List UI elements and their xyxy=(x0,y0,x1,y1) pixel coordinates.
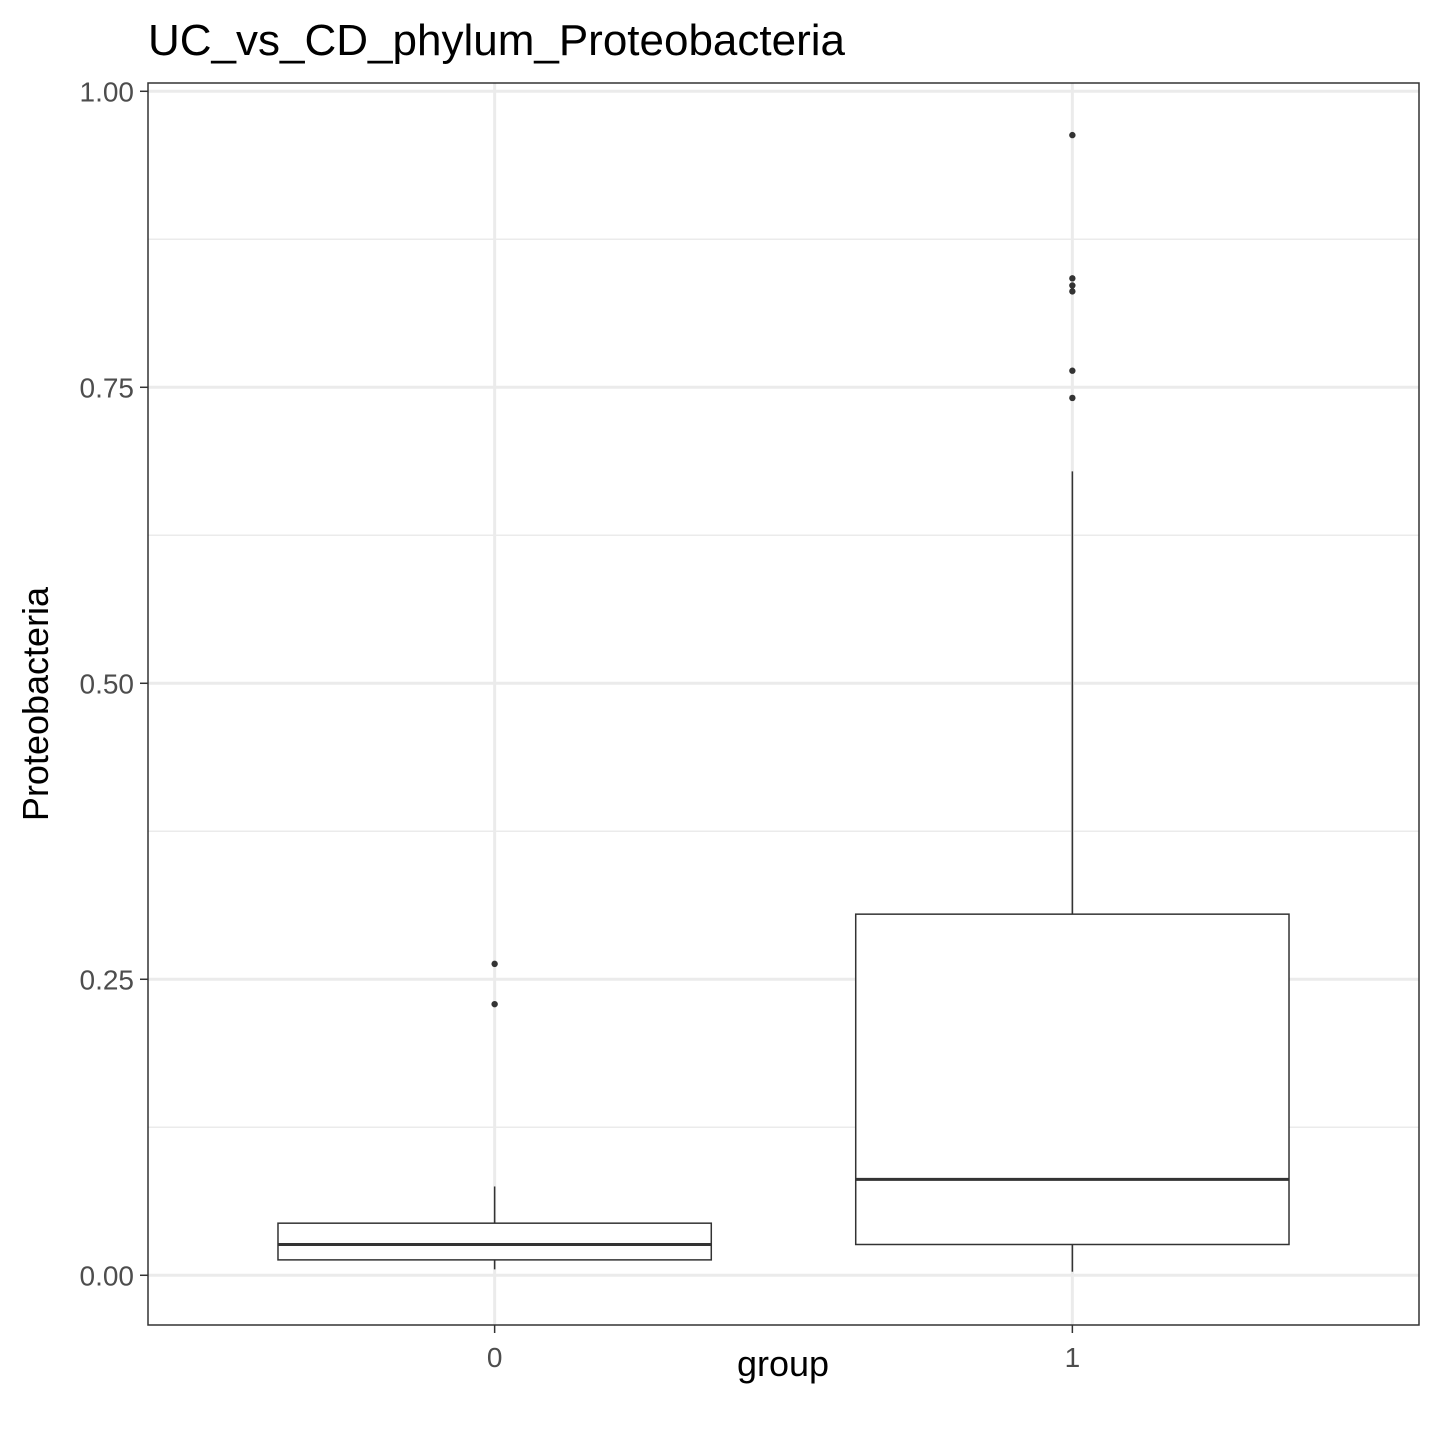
y-tick-label: 0.25 xyxy=(80,964,135,995)
x-tick-label: 1 xyxy=(1065,1342,1081,1373)
box-group-1 xyxy=(854,131,1290,1272)
box-group-0 xyxy=(277,960,713,1270)
outlier-point xyxy=(1069,275,1076,282)
outlier-point xyxy=(1069,394,1076,402)
outlier-point xyxy=(491,1000,498,1008)
y-axis-title: Proteobacteria xyxy=(15,586,56,821)
box-layer xyxy=(277,131,1290,1272)
panel-border xyxy=(147,82,1420,1326)
x-axis-title: group xyxy=(737,1343,829,1384)
y-tick-label: 0.50 xyxy=(80,668,135,699)
box-iqr xyxy=(854,913,1290,1246)
outlier-point xyxy=(1069,282,1076,289)
outlier-point xyxy=(491,960,498,968)
box-iqr xyxy=(277,1222,713,1261)
outlier-point xyxy=(1069,367,1076,374)
outlier-point xyxy=(1069,131,1076,139)
y-tick-label: 0.75 xyxy=(80,372,135,403)
x-tick-label: 0 xyxy=(487,1342,503,1373)
outlier-point xyxy=(1069,288,1076,295)
y-tick-label: 0.00 xyxy=(80,1260,135,1291)
axes: 0.00 0.25 0.50 0.75 1.00 0 1 xyxy=(80,76,1081,1373)
y-tick-label: 1.00 xyxy=(80,76,135,107)
chart-title: UC_vs_CD_phylum_Proteobacteria xyxy=(148,16,846,65)
